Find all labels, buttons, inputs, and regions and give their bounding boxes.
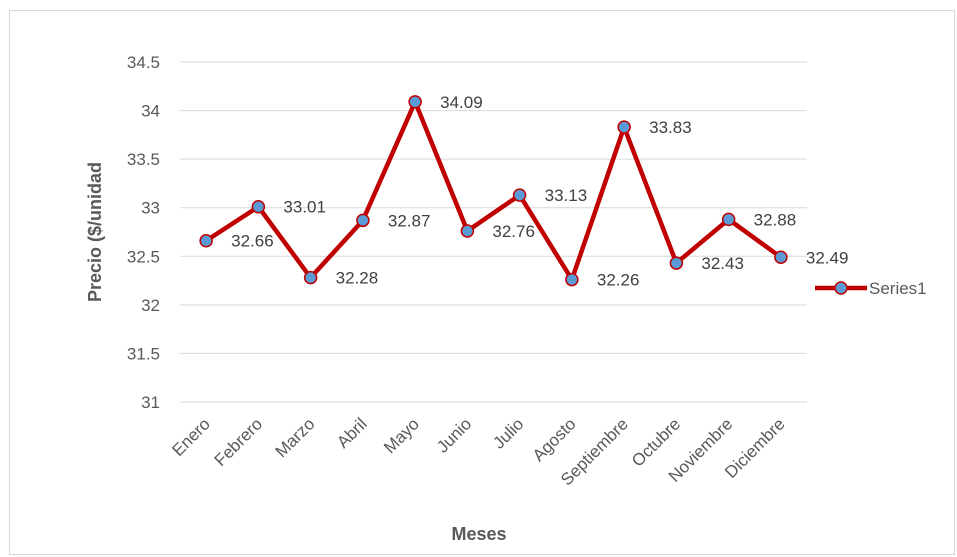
y-tick-label: 33.5 xyxy=(127,150,160,169)
data-point xyxy=(251,199,266,214)
data-label: 33.01 xyxy=(283,198,326,217)
data-label: 33.13 xyxy=(545,186,588,205)
legend: Series1 xyxy=(815,279,927,298)
y-tick-label: 32.5 xyxy=(127,247,160,266)
data-label: 32.87 xyxy=(388,211,431,230)
x-tick-label: Agosto xyxy=(529,414,580,465)
x-tick-label: Junio xyxy=(433,414,475,456)
data-point xyxy=(199,233,213,248)
y-tick-label: 31.5 xyxy=(127,344,160,363)
y-tick-label: 31 xyxy=(141,393,160,412)
x-tick-label: Julio xyxy=(489,414,527,452)
data-label: 32.43 xyxy=(701,254,744,273)
data-labels: 32.66 33.01 32.28 32.87 34.09 32.76 33.13 32.26… xyxy=(231,93,848,290)
series-line xyxy=(204,99,783,282)
data-point xyxy=(512,188,527,202)
y-tick-label: 34.5 xyxy=(127,53,160,72)
x-tick-label: Mayo xyxy=(380,414,423,457)
data-label: 32.66 xyxy=(231,232,274,251)
data-label: 32.76 xyxy=(492,222,535,241)
data-label: 32.49 xyxy=(806,248,849,267)
data-point xyxy=(356,213,370,228)
data-label: 32.28 xyxy=(336,269,379,288)
data-point xyxy=(774,250,788,265)
x-tick-label: Abril xyxy=(333,414,370,451)
y-axis-ticks: 31 31.5 32 32.5 33 33.5 34 34.5 xyxy=(127,53,160,412)
data-point xyxy=(565,272,579,287)
y-tick-label: 32 xyxy=(141,296,160,315)
y-tick-label: 34 xyxy=(141,102,160,121)
legend-label: Series1 xyxy=(869,279,927,298)
x-tick-label: Febrero xyxy=(211,414,267,470)
series-layer xyxy=(199,95,788,287)
y-axis-title: Precio ($/unidad xyxy=(85,162,105,302)
data-label: 33.83 xyxy=(649,118,692,137)
data-point xyxy=(721,212,736,227)
data-point xyxy=(408,95,422,109)
x-tick-label: Enero xyxy=(168,414,214,460)
data-label: 32.26 xyxy=(597,271,640,290)
y-tick-label: 33 xyxy=(141,199,160,218)
x-tick-label: Marzo xyxy=(272,414,319,461)
data-point xyxy=(617,120,631,134)
chart-frame xyxy=(9,10,955,555)
data-point xyxy=(460,224,475,238)
x-axis-title: Meses xyxy=(451,524,506,544)
data-label: 32.88 xyxy=(754,210,797,229)
legend-marker-swatch xyxy=(834,281,848,295)
data-label: 34.09 xyxy=(440,93,483,112)
gridlines xyxy=(180,61,807,403)
data-point xyxy=(303,270,318,285)
data-point xyxy=(669,256,684,270)
